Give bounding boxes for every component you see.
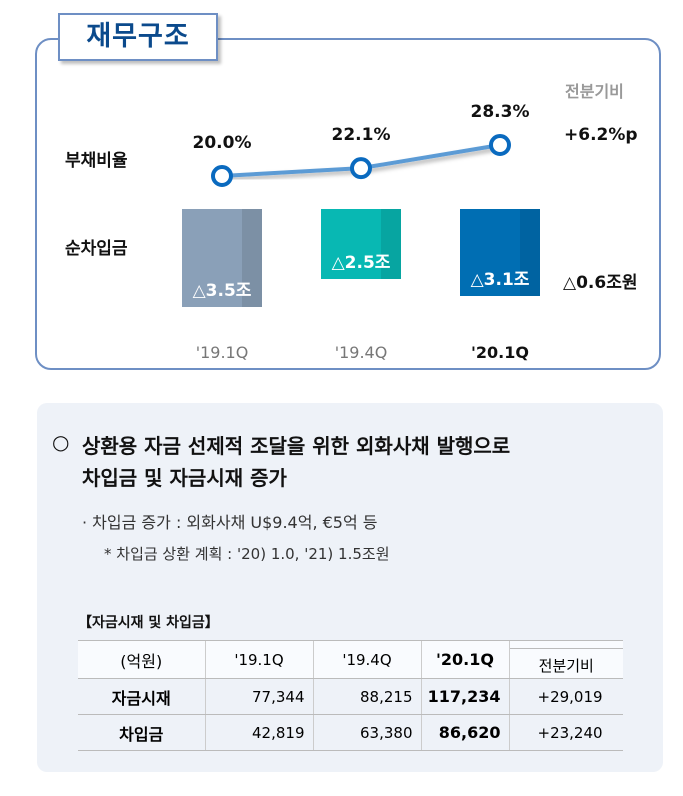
header-19-1q: '19.1Q xyxy=(204,640,313,679)
net-debt-value: △3.1조 xyxy=(470,269,530,290)
bullet-line-1: 상환용 자금 선제적 조달을 위한 외화사채 발행으로 xyxy=(82,434,511,458)
cell: 42,819 xyxy=(204,714,313,751)
section-title: 재무구조 xyxy=(58,13,218,61)
row-label: 차입금 xyxy=(78,714,205,751)
debt-ratio-point xyxy=(350,157,372,180)
table-row: 차입금 42,819 63,380 86,620 +23,240 xyxy=(78,714,623,751)
x-axis-label: '19.1Q xyxy=(195,343,249,362)
debt-ratio-label: 부채비율 xyxy=(65,151,128,171)
debt-ratio-change: +6.2%p xyxy=(564,125,638,145)
cell: 88,215 xyxy=(312,678,421,715)
net-debt-bar: △3.1조 xyxy=(460,209,540,296)
debt-ratio-value: 28.3% xyxy=(470,102,530,122)
bullet-line-2: 차입금 및 자금시재 증가 xyxy=(82,466,287,490)
cell: +23,240 xyxy=(508,714,623,751)
x-axis-label: '19.4Q xyxy=(334,343,388,362)
net-debt-bar: △2.5조 xyxy=(321,209,401,279)
net-debt-value: △3.5조 xyxy=(192,281,252,301)
x-axis-label: '20.1Q xyxy=(471,343,529,362)
net-debt-bar: △3.5조 xyxy=(182,209,262,307)
debt-ratio-value: 22.1% xyxy=(331,125,391,146)
header-unit: (억원) xyxy=(78,640,205,679)
cell: 86,620 xyxy=(420,714,509,751)
header-qoq: 전분기비 xyxy=(508,640,623,679)
net-debt-value: △2.5조 xyxy=(331,253,391,273)
compare-label: 전분기비 xyxy=(565,82,624,101)
financial-structure-panel xyxy=(35,38,661,370)
cell: 117,234 xyxy=(420,678,509,715)
table-title: 【자금시재 및 차입금】 xyxy=(78,615,219,631)
cell: +29,019 xyxy=(508,678,623,715)
net-debt-label: 순차입금 xyxy=(65,239,128,259)
sub-note-1: · 차입금 증가 : 외화사채 U$9.4억, €5억 등 xyxy=(82,513,378,532)
row-label: 자금시재 xyxy=(78,678,205,715)
debt-ratio-point xyxy=(211,165,233,187)
funds-debt-table: (억원) '19.1Q '19.4Q '20.1Q 전분기비 자금시재 77,3… xyxy=(78,640,623,751)
net-debt-change: △0.6조원 xyxy=(563,273,638,293)
table-row: 자금시재 77,344 88,215 117,234 +29,019 xyxy=(78,678,623,715)
debt-ratio-value: 20.0% xyxy=(192,133,252,153)
debt-ratio-line-chart xyxy=(211,134,511,187)
debt-ratio-point xyxy=(489,134,511,156)
cell: 77,344 xyxy=(204,678,313,715)
sub-note-2: * 차입금 상환 계획 : '20) 1.0, '21) 1.5조원 xyxy=(104,545,390,563)
cell: 63,380 xyxy=(312,714,421,751)
header-20-1q: '20.1Q xyxy=(420,640,509,679)
bullet-marker: ○ xyxy=(52,430,70,454)
header-19-4q: '19.4Q xyxy=(312,640,421,679)
